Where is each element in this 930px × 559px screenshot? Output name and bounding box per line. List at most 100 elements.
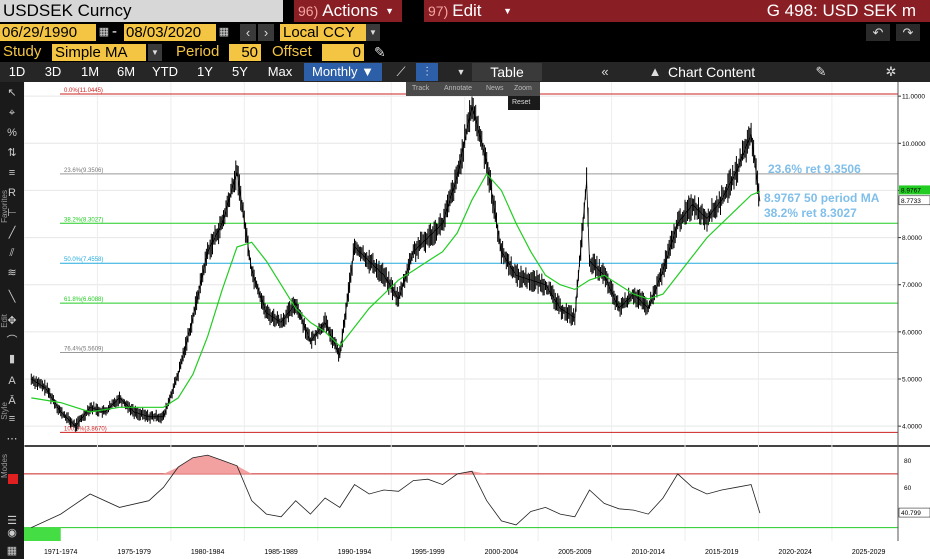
zoom-button[interactable]: Zoom [514,85,532,92]
ytick-label-4: 7.0000 [902,282,922,289]
modes-label: Modes [0,454,9,479]
currency-field[interactable]: Local CCY [280,24,366,41]
frequency-select[interactable]: Monthly ▼ [304,63,382,81]
table-button[interactable]: Table [472,63,542,81]
offset-field[interactable]: 0 [322,44,364,61]
track-button[interactable]: Track [412,85,430,92]
title-bar: USDSEK Curncy 96) Actions ▼ 97) Edit ▼ G 498… [0,0,930,22]
actions-menu[interactable]: 96) Actions ▼ [294,0,402,22]
trendline-icon[interactable]: ╱ [8,227,16,239]
color-swatch[interactable] [8,474,18,484]
ytick-label-3: 8.0000 [902,235,922,242]
xtick-label-11: 2025-2029 [852,549,886,556]
offset-label: Offset [272,43,312,60]
channel-icon[interactable]: ⫽ [9,247,15,259]
text-icon[interactable]: A [8,375,16,387]
ticker-field[interactable]: USDSEK Curncy [0,0,283,22]
period-ytd[interactable]: YTD [152,64,178,79]
rsi-ytick-1: 60 [904,485,912,492]
prev-arrow-icon[interactable]: ‹ [240,24,256,41]
rsi-overbought-fill [163,455,487,474]
currency-dropdown-icon[interactable]: ▼ [366,24,380,41]
draw-line-icon[interactable]: ╲ [8,291,16,303]
xtick-label-2: 1980-1984 [191,549,225,556]
end-calendar-icon[interactable]: ▦ [218,26,230,38]
pencil-icon[interactable]: ✎ [374,44,386,60]
rsi-axis-background [898,447,930,541]
edit-caret-icon: ▼ [503,6,512,16]
end-date-field[interactable]: 08/03/2020 [124,24,216,41]
date-range-bar: 06/29/1990 ▦ - 08/03/2020 ▦ ‹ › Local CC… [0,22,930,42]
rsi-ytick-0: 80 [904,458,912,465]
fib-label-4: 61.8%(6.6088) [64,297,103,303]
study-dropdown-icon[interactable]: ▼ [148,44,162,61]
undo-icon[interactable]: ↶ [866,24,890,41]
line-style-icon[interactable]: ⋯ [6,433,18,445]
start-calendar-icon[interactable]: ▦ [98,26,110,38]
bar-chart-icon[interactable]: ⫶ [416,63,438,81]
fibonacci-icon[interactable]: ≡ [8,167,16,179]
font-size-icon[interactable]: Ā [8,395,16,407]
chart-content-button[interactable]: Chart Content [668,64,756,80]
xtick-label-1: 1975-1979 [117,549,151,556]
ruler-icon[interactable]: ⊢ [7,207,17,219]
xtick-label-7: 2005-2009 [558,549,592,556]
period-5y[interactable]: 5Y [232,64,248,79]
period-1m[interactable]: 1M [80,64,100,79]
redo-icon[interactable]: ↷ [896,24,920,41]
chart-content-icon: ▲ [648,64,662,79]
ytick-label-1: 10.0000 [902,141,926,148]
xtick-label-10: 2020-2024 [778,549,812,556]
mode-icon[interactable]: ☰ [7,515,17,527]
news-button[interactable]: News [486,85,504,92]
period-1y[interactable]: 1Y [197,64,213,79]
delete-icon[interactable]: ▮ [8,353,16,365]
fib-label-5: 76.4%(5.5609) [64,347,103,353]
move-icon[interactable]: ✥ [7,315,17,327]
pointer-icon[interactable]: ↖ [7,87,17,99]
period-max[interactable]: Max [267,64,293,79]
magnet-icon[interactable]: ⌒ [6,335,18,347]
actions-caret-icon: ▼ [385,6,394,16]
rsi-line [31,454,761,528]
last-ma-box [899,185,930,195]
study-label: Study [3,43,42,60]
edit-chart-icon[interactable]: ✎ [815,64,827,79]
next-arrow-icon[interactable]: › [258,24,274,41]
period-field[interactable]: 50 [229,44,261,61]
crosshair-icon[interactable]: ⌖ [8,107,16,119]
collapse-icon[interactable]: « [601,64,609,79]
rsi-last-box [898,507,930,518]
period-6m[interactable]: 6M [116,64,136,79]
xtick-label-6: 2000-2004 [485,549,519,556]
annotation-ret236[interactable]: 23.6% ret 9.3506 [768,162,861,176]
start-date-field[interactable]: 06/29/1990 [0,24,96,41]
line-width-icon[interactable]: ≡ [8,413,16,425]
parallel-icon[interactable]: ≋ [7,267,17,279]
reset-button[interactable]: Reset [508,96,540,110]
ytick-label-5: 6.0000 [902,329,922,336]
fib-label-2: 38.2%(8.3027) [64,217,103,223]
period-3d[interactable]: 3D [44,64,62,79]
stats-icon[interactable]: ⇅ [7,147,17,159]
percent-icon[interactable]: % [7,127,17,139]
line-chart-icon[interactable]: ⟋ [396,64,406,79]
settings-gear-icon[interactable]: ✲ [885,64,897,79]
chart-svg[interactable]: 0.0%(11.0445) 23.6%(9.3506) 38.2%(8.3027) 5… [23,82,930,559]
period-1d[interactable]: 1D [8,64,26,79]
xtick-label-0: 1971-1974 [44,549,78,556]
chart-type-dropdown-icon[interactable]: ▼ [456,67,466,77]
ma-line [31,172,761,413]
annotation-ret382[interactable]: 38.2% ret 8.3027 [764,206,857,220]
ytick-label-7: 4.0000 [902,424,922,431]
annotate-button[interactable]: Annotate [444,85,473,92]
retracement-icon[interactable]: R [8,187,16,199]
fib-label-3: 50.0%(7.4558) [64,257,103,263]
layers-icon[interactable]: ▦ [6,545,18,557]
study-select[interactable]: Simple MA [52,44,146,61]
ytick-label-6: 5.0000 [902,377,922,384]
edit-menu[interactable]: 97) Edit ▼ [424,0,520,22]
annotation-ma50[interactable]: 8.9767 50 period MA [764,191,880,205]
chart-area[interactable]: 0.0%(11.0445) 23.6%(9.3506) 38.2%(8.3027) 5… [23,82,930,559]
eye-icon[interactable]: ◉ [7,527,17,539]
